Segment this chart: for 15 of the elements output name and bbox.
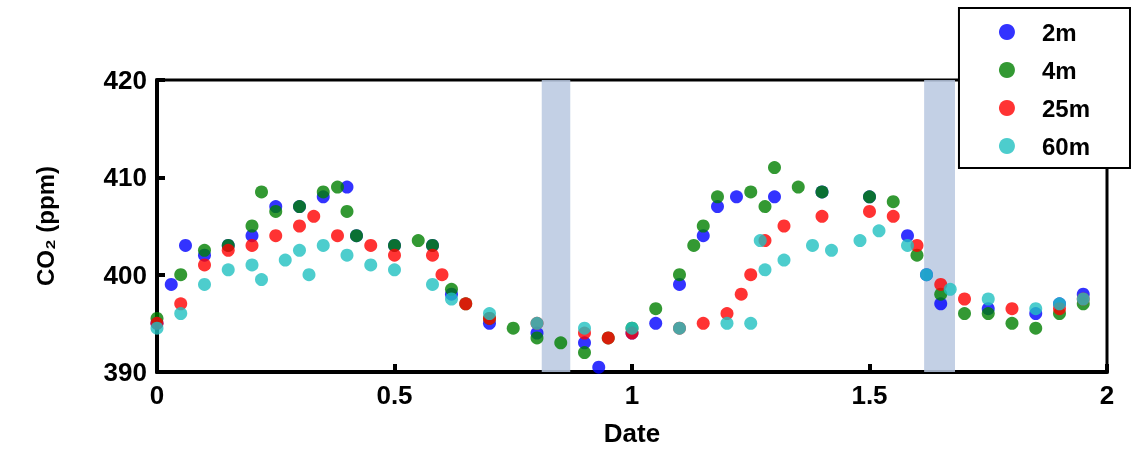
legend-label: 60m — [1041, 132, 1091, 160]
y-tick-label: 390 — [103, 357, 147, 387]
x-tick-label: 0.5 — [376, 380, 413, 410]
y-tick-label: 410 — [103, 162, 147, 193]
y-tick-label: 400 — [103, 259, 147, 290]
legend-label: 2m — [1041, 18, 1077, 46]
x-tick-label: 1.5 — [851, 380, 888, 410]
x-tick-label: 0 — [149, 380, 165, 410]
legend-label: 4m — [1041, 56, 1077, 84]
x-tick-label: 1 — [624, 380, 640, 410]
x-axis-title: Date — [603, 418, 661, 448]
y-tick-label: 420 — [103, 65, 147, 95]
legend-label: 25m — [1041, 94, 1091, 122]
x-tick-label: 2 — [1099, 380, 1115, 410]
y-axis-title: CO₂ (ppm) — [31, 166, 59, 286]
